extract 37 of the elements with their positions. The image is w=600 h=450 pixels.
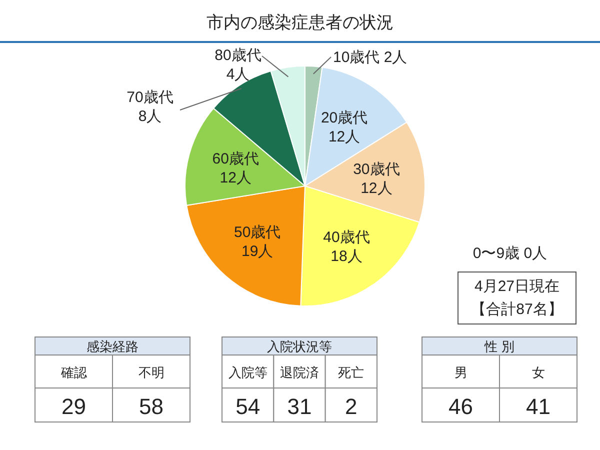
text: 【合計87名】 xyxy=(471,301,563,318)
data-label: 12人 xyxy=(328,128,360,146)
category-label: 男 xyxy=(454,365,468,380)
text: 4月27日現在 xyxy=(474,278,560,295)
slice-label: 10歳代 xyxy=(333,49,380,66)
slice-label: 70歳代 xyxy=(126,89,174,106)
data-label: 46 xyxy=(448,394,473,419)
slice-label: 40歳代 xyxy=(323,228,370,246)
data-label: 19人 xyxy=(242,243,274,260)
data-label: 54 xyxy=(236,394,260,419)
slice-label: 60歳代 xyxy=(212,150,259,168)
category-label: 女 xyxy=(532,365,545,380)
data-label: 29 xyxy=(62,394,86,419)
category-label: 不明 xyxy=(138,365,164,380)
data-label: 2人 xyxy=(384,49,408,66)
data-label: 12人 xyxy=(360,180,392,197)
text: 0〜9歳 0人 xyxy=(472,245,548,262)
slice-label: 30歳代 xyxy=(353,160,400,178)
data-label: 4人 xyxy=(226,66,250,83)
slice-label: 20歳代 xyxy=(320,110,368,127)
text: 性 別 xyxy=(484,339,514,354)
text: 入院状況等 xyxy=(267,339,332,354)
data-label: 12人 xyxy=(220,170,252,187)
data-label: 58 xyxy=(139,394,164,419)
data-label: 2 xyxy=(345,394,358,419)
category-label: 退院済 xyxy=(280,365,319,380)
slice-label: 50歳代 xyxy=(234,224,281,242)
text: 感染経路 xyxy=(86,339,138,354)
category-label: 死亡 xyxy=(338,365,364,380)
data-label: 8人 xyxy=(138,108,162,125)
data-label: 18人 xyxy=(330,248,362,265)
category-label: 入院等 xyxy=(228,365,268,380)
chart-title: 市内の感染症患者の状況 xyxy=(206,13,394,32)
slice-label: 80歳代 xyxy=(214,47,262,64)
data-label: 41 xyxy=(526,394,550,419)
data-label: 31 xyxy=(287,394,312,419)
category-label: 確認 xyxy=(60,365,87,380)
